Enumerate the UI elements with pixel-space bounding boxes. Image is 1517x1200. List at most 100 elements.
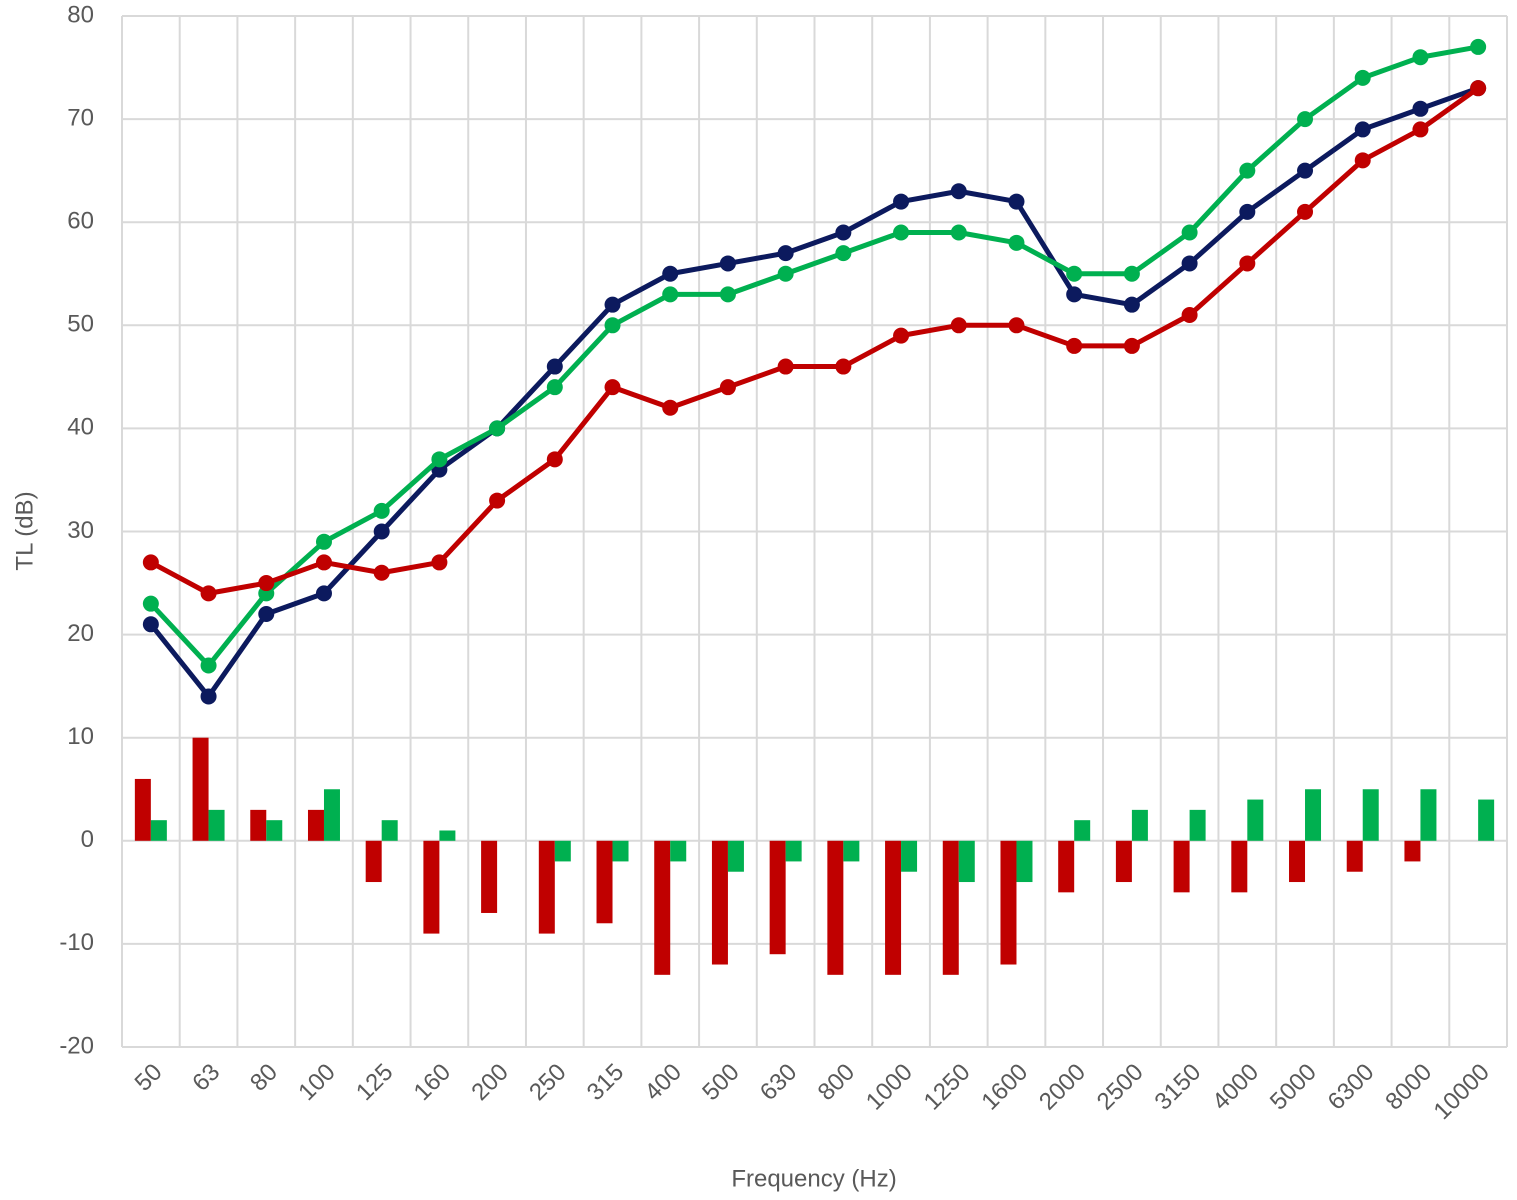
marker — [546, 379, 563, 396]
y-tick-label: 60 — [67, 208, 94, 235]
line — [149, 86, 1480, 596]
marker — [373, 523, 390, 540]
bar — [901, 840, 918, 872]
marker — [431, 554, 448, 571]
marker — [1239, 203, 1256, 220]
marker — [1412, 121, 1429, 138]
marker — [258, 575, 275, 592]
bar — [307, 809, 324, 841]
marker — [200, 688, 217, 705]
x-tick-label: 3150 — [1149, 1059, 1206, 1116]
marker — [662, 399, 679, 416]
y-tick-label: 40 — [67, 414, 94, 441]
y-tick-label: 70 — [67, 104, 94, 131]
x-tick-label: 1000 — [861, 1059, 918, 1116]
marker — [719, 255, 736, 272]
bar — [654, 840, 671, 975]
bar — [554, 840, 571, 862]
marker — [604, 379, 621, 396]
bar — [785, 840, 802, 862]
bar — [1000, 840, 1017, 965]
x-tick-label: 5000 — [1265, 1059, 1322, 1116]
bar — [1173, 840, 1190, 893]
marker — [1470, 38, 1487, 55]
x-tick-label: 1250 — [919, 1059, 976, 1116]
bar — [1289, 840, 1306, 883]
marker — [662, 286, 679, 303]
x-tick-label: 80 — [245, 1059, 283, 1097]
y-tick-label: 50 — [67, 311, 94, 338]
x-tick-label: 1600 — [976, 1059, 1033, 1116]
marker — [1066, 265, 1083, 282]
x-tick-label: 200 — [466, 1059, 513, 1106]
bar — [439, 830, 456, 841]
marker — [1470, 80, 1487, 97]
x-tick-label: 10000 — [1429, 1059, 1495, 1125]
bar — [942, 840, 959, 975]
x-tick-label: 2000 — [1034, 1059, 1091, 1116]
bar — [481, 840, 498, 913]
marker — [1354, 69, 1371, 86]
marker — [1239, 162, 1256, 179]
bar — [958, 840, 975, 883]
marker — [950, 317, 967, 334]
bar — [134, 778, 151, 841]
bar — [1346, 840, 1363, 872]
x-tick-label: 630 — [755, 1059, 802, 1106]
marker — [777, 245, 794, 262]
x-tick-label: 160 — [409, 1059, 456, 1106]
marker — [546, 358, 563, 375]
marker — [489, 492, 506, 509]
marker — [142, 616, 159, 633]
bar — [769, 840, 786, 955]
marker — [893, 193, 910, 210]
marker — [1123, 296, 1140, 313]
marker — [893, 224, 910, 241]
marker — [315, 533, 332, 550]
marker — [1412, 49, 1429, 66]
x-tick-label: 4000 — [1207, 1059, 1264, 1116]
marker — [835, 358, 852, 375]
x-tick-label: 500 — [697, 1059, 744, 1106]
marker — [662, 265, 679, 282]
bar — [1362, 789, 1379, 841]
y-tick-label: 10 — [67, 723, 94, 750]
marker — [1297, 111, 1314, 128]
marker — [604, 317, 621, 334]
marker — [604, 296, 621, 313]
x-tick-label: 50 — [130, 1059, 168, 1097]
marker — [719, 379, 736, 396]
marker — [1181, 255, 1198, 272]
bar — [1131, 809, 1148, 841]
bar — [1247, 799, 1264, 841]
bar — [250, 809, 267, 841]
bar — [596, 840, 613, 924]
bar — [827, 840, 844, 975]
x-tick-label: 6300 — [1323, 1059, 1380, 1116]
marker — [200, 585, 217, 602]
marker — [950, 224, 967, 241]
y-tick-label: -20 — [59, 1032, 94, 1059]
marker — [200, 657, 217, 674]
y-tick-label: 30 — [67, 517, 94, 544]
x-tick-label: 100 — [293, 1059, 340, 1106]
marker — [373, 564, 390, 581]
marker — [893, 327, 910, 344]
bar — [192, 737, 209, 841]
y-axis-title: TL (dB) — [11, 491, 38, 570]
marker — [1066, 286, 1083, 303]
bar — [843, 840, 860, 862]
marker — [835, 245, 852, 262]
x-tick-label: 2500 — [1092, 1059, 1149, 1116]
bar — [150, 820, 167, 841]
marker — [1297, 203, 1314, 220]
marker — [950, 183, 967, 200]
bar — [1478, 799, 1495, 841]
marker — [777, 265, 794, 282]
y-tick-label: 20 — [67, 620, 94, 647]
y-tick-label: 80 — [67, 1, 94, 28]
bar — [208, 809, 225, 841]
bar — [670, 840, 687, 862]
bar — [1016, 840, 1033, 883]
